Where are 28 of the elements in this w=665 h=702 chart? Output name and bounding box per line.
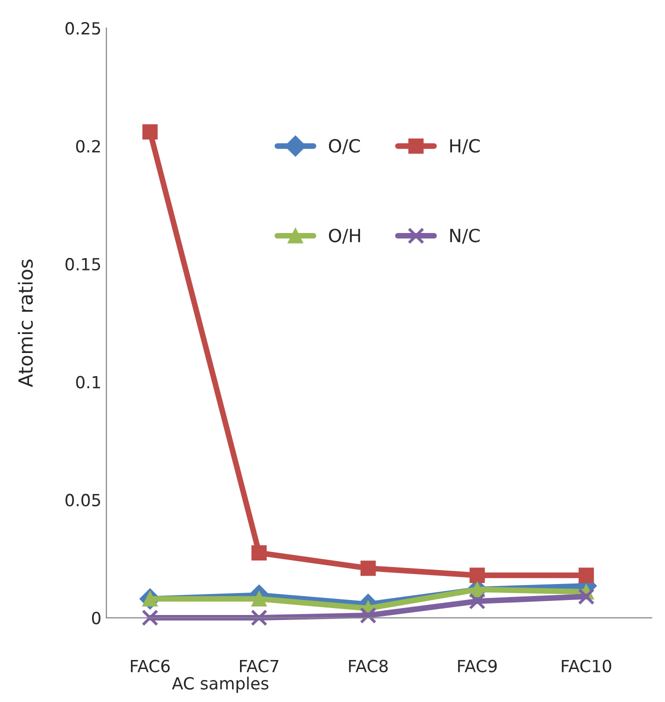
x-tick-label: FAC6 <box>130 660 170 672</box>
x-tick-label: FAC8 <box>349 660 388 672</box>
point <box>142 124 158 140</box>
point <box>470 568 485 583</box>
y-tick-label: 0.05 <box>66 494 100 506</box>
x-tick-label: FAC10 <box>562 660 612 672</box>
point <box>251 591 267 607</box>
legend-label: O/C <box>328 139 360 154</box>
point <box>251 545 267 561</box>
point <box>578 588 595 605</box>
y-tick-label: 0 <box>92 612 100 624</box>
point <box>250 609 268 626</box>
x-tick-label: FAC7 <box>240 660 278 672</box>
point <box>360 560 376 576</box>
x-tick-label: FAC9 <box>458 660 497 672</box>
y-tick-label: 0.1 <box>76 376 100 388</box>
point <box>360 607 376 624</box>
y-tick-label: 0.25 <box>66 22 100 35</box>
legend-label: O/H <box>328 228 360 244</box>
y-axis-title: Atomic ratios <box>18 260 33 388</box>
point <box>142 609 158 626</box>
y-tick-label: 0.15 <box>66 258 100 271</box>
legend-label: N/C <box>450 228 480 244</box>
y-tick-label: 0.2 <box>76 140 100 153</box>
legend-label: H/C <box>450 139 480 154</box>
point <box>578 568 594 583</box>
x-axis-title: AC samples <box>172 676 268 693</box>
point <box>468 592 486 610</box>
